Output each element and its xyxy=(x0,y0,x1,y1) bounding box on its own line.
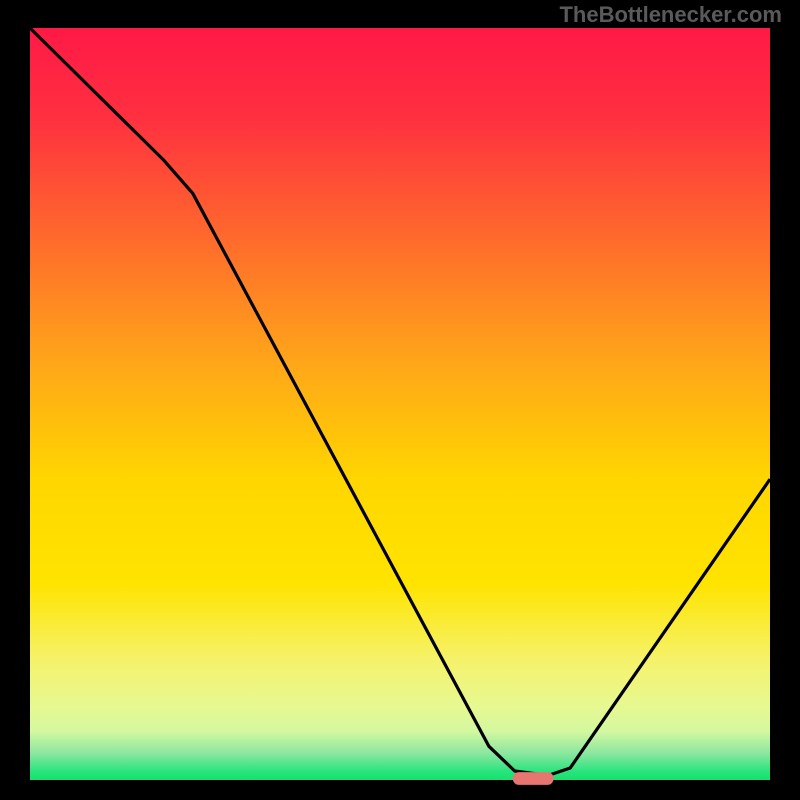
source-watermark: TheBottlenecker.com xyxy=(559,2,782,28)
chart-frame: TheBottlenecker.com xyxy=(0,0,800,800)
chart-plot-area xyxy=(30,28,770,780)
